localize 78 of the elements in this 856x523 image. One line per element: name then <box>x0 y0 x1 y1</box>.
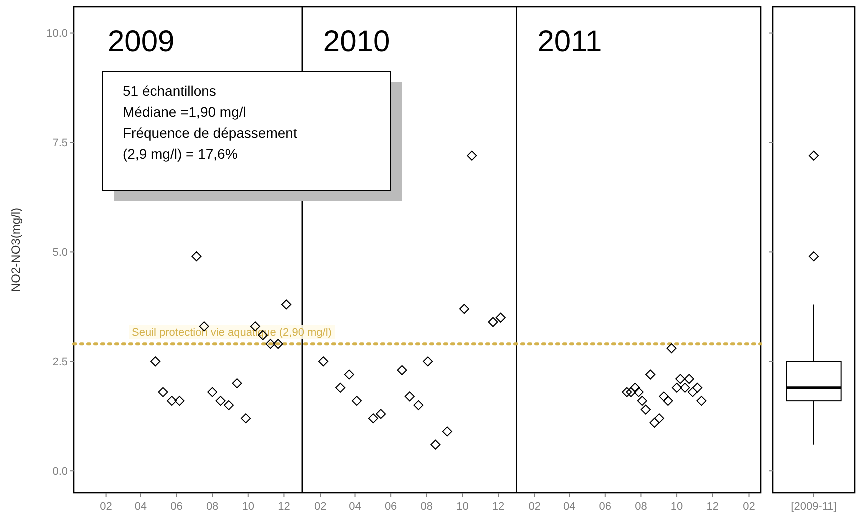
point <box>216 396 226 406</box>
point <box>368 414 378 424</box>
y-tick-label: 0.0 <box>52 466 68 478</box>
y-axis-title: NO2-NO3(mg/l) <box>9 208 23 292</box>
point <box>442 426 452 437</box>
point <box>659 392 670 402</box>
x-tick-label: 02 <box>743 501 756 513</box>
point <box>496 312 506 323</box>
point <box>397 365 408 376</box>
point <box>336 382 346 393</box>
point <box>692 382 703 393</box>
point <box>150 356 161 367</box>
point <box>459 304 470 314</box>
x-tick-label: 12 <box>706 501 719 513</box>
point <box>241 414 252 424</box>
x-tick-label: 06 <box>170 501 183 513</box>
point <box>650 418 660 428</box>
point <box>630 382 640 393</box>
point <box>680 382 690 393</box>
point <box>646 370 656 380</box>
point <box>266 339 276 350</box>
x-tick-label: 06 <box>384 501 398 513</box>
point <box>654 414 664 424</box>
x-tick-label: 02 <box>314 501 327 513</box>
x-tick-label: 08 <box>206 501 219 513</box>
point <box>232 378 242 389</box>
point <box>192 252 202 262</box>
point <box>666 344 677 354</box>
point <box>318 356 329 367</box>
point <box>488 317 498 328</box>
point <box>663 396 674 406</box>
point <box>622 387 632 398</box>
point <box>352 396 362 406</box>
annotation: 2011 <box>538 26 602 58</box>
annotation: 2010 <box>323 26 390 58</box>
point <box>640 404 651 415</box>
x-tick-label: 04 <box>134 501 148 513</box>
point <box>430 440 441 450</box>
x-tick-label: 10 <box>456 501 469 513</box>
y-tick-label: 2.5 <box>52 356 68 368</box>
point <box>676 374 686 384</box>
point <box>688 387 698 398</box>
point <box>224 400 234 410</box>
x-tick-label: 08 <box>420 501 434 513</box>
y-tick-label: 7.5 <box>52 138 68 150</box>
point <box>634 387 644 398</box>
x-tick-label: 08 <box>635 501 648 513</box>
point <box>467 150 478 161</box>
point <box>626 387 636 398</box>
point <box>282 300 292 310</box>
point <box>637 396 648 406</box>
point <box>174 396 185 406</box>
x-tick-label: 10 <box>670 501 684 513</box>
point <box>696 396 707 406</box>
x-tick-label: 06 <box>599 501 612 513</box>
annotation: 51 échantillons Médiane =1,90 mg/l Fréquence de dépassement (2,9 mg/l) = 17,6% <box>123 83 298 162</box>
point <box>414 400 424 410</box>
y-tick-label: 10.0 <box>46 28 68 40</box>
x-tick-label: 12 <box>278 501 290 513</box>
point <box>344 370 354 380</box>
x-tick-label: 02 <box>100 501 112 513</box>
x-tick-label: 10 <box>242 501 255 513</box>
point <box>208 387 218 398</box>
annotation: 2009 <box>108 26 175 58</box>
point <box>404 392 415 402</box>
x-tick-label: 12 <box>492 501 505 513</box>
x-tick-label: 04 <box>349 501 362 513</box>
x-tick-label: [2009-11] <box>791 501 837 513</box>
x-tick-label: 04 <box>563 501 576 513</box>
point <box>167 396 178 406</box>
y-tick-label: 5.0 <box>52 247 68 260</box>
point <box>158 387 168 398</box>
point <box>684 374 694 384</box>
x-tick-label: 02 <box>528 501 542 513</box>
point <box>273 339 284 350</box>
point <box>376 409 386 420</box>
point <box>423 356 434 367</box>
point <box>672 382 682 393</box>
